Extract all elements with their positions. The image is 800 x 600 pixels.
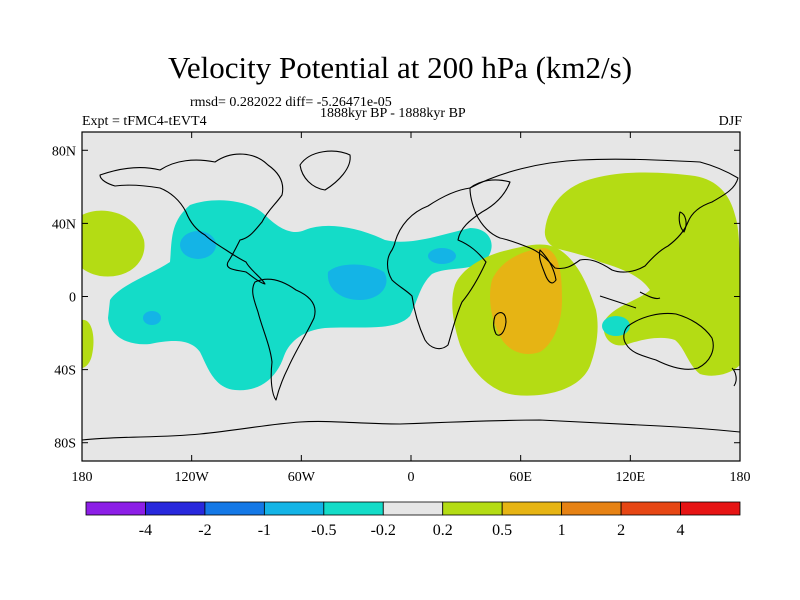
lat-tick-label: 80N <box>52 144 76 159</box>
lat-tick-label: 0 <box>69 291 76 306</box>
caribbean-negative-core <box>180 231 216 259</box>
colorbar-swatch <box>442 501 503 516</box>
colorbar-label: 4 <box>677 522 685 539</box>
colorbar-swatch <box>323 501 384 516</box>
madagascar-coastline <box>493 312 507 336</box>
new-zealand-coastline <box>731 367 737 387</box>
shaded-field <box>82 172 740 396</box>
lat-tick-label: 40S <box>54 364 76 379</box>
north-america-coastline <box>99 153 284 285</box>
india-coastline <box>538 249 557 284</box>
colorbar-label: -0.2 <box>371 522 396 539</box>
lon-tick-label: 180 <box>72 470 93 485</box>
season-label: DJF <box>718 114 742 129</box>
lon-tick-label: 120E <box>616 470 646 485</box>
colorbar-label: 1 <box>558 522 566 539</box>
lon-tick-label: 0 <box>408 470 415 485</box>
central-pacific-positive-area <box>82 210 145 277</box>
colorbar-swatch <box>204 501 265 516</box>
colorbar-label: -2 <box>198 522 211 539</box>
colorbar-label: -0.5 <box>311 522 336 539</box>
lat-tick-label: 40N <box>52 217 76 232</box>
antarctica-coastline <box>82 419 740 441</box>
asia-pacific-positive-area <box>544 172 740 376</box>
australia-coastline <box>623 312 714 370</box>
colorbar-swatch <box>263 501 325 516</box>
colorbar-swatch <box>145 501 206 516</box>
colorbar-swatch <box>620 501 681 516</box>
japan-coastline <box>678 211 687 233</box>
colorbar-swatch <box>85 501 146 516</box>
greenland-coastline <box>299 150 351 191</box>
colorbar-swatch <box>680 501 741 516</box>
eurasia-coastline <box>469 158 739 273</box>
indonesia-coastline <box>599 295 637 309</box>
colorbar-label: 0.2 <box>433 522 453 539</box>
borneo-coastline <box>639 291 661 300</box>
maritime-continent-negative-cell <box>602 316 630 336</box>
tropical-atlantic-negative-core <box>327 264 387 300</box>
colorbar-label: -1 <box>258 522 271 539</box>
colorbar-swatch <box>501 501 563 516</box>
lon-tick-label: 60W <box>288 470 316 485</box>
map-title: Velocity Potential at 200 hPa (km2/s) <box>167 50 633 85</box>
stats-text: rmsd= 0.282022 diff= -5.26471e-05 <box>190 95 392 110</box>
east-pacific-negative-core <box>143 311 161 325</box>
coastlines <box>82 150 740 441</box>
south-america-coastline <box>252 278 316 401</box>
lon-tick-label: 120W <box>175 470 210 485</box>
south-pacific-positive-area <box>82 319 94 368</box>
colorbar-label: 0.5 <box>492 522 512 539</box>
experiment-label: Expt = tFMC4-tEVT4 <box>82 114 207 129</box>
colorbar-swatch <box>561 501 622 516</box>
lat-tick-label: 80S <box>54 437 76 452</box>
colorbar-label: 2 <box>617 522 625 539</box>
period-label: 1888kyr BP - 1888kyr BP <box>320 106 466 121</box>
lon-tick-label: 180 <box>730 470 751 485</box>
colorbar-label: -4 <box>139 522 152 539</box>
north-africa-negative-core <box>428 248 456 264</box>
colorbar: -4 -2 -1 -0.5 -0.2 0.2 0.5 1 2 4 <box>85 501 741 539</box>
axis-ticks: 180 120W 60W 0 60E 120E 180 80N 40N 0 40S 80S <box>52 132 751 485</box>
colorbar-swatch <box>382 501 444 516</box>
indian-ocean-maximum <box>490 248 562 354</box>
lon-tick-label: 60E <box>509 470 532 485</box>
